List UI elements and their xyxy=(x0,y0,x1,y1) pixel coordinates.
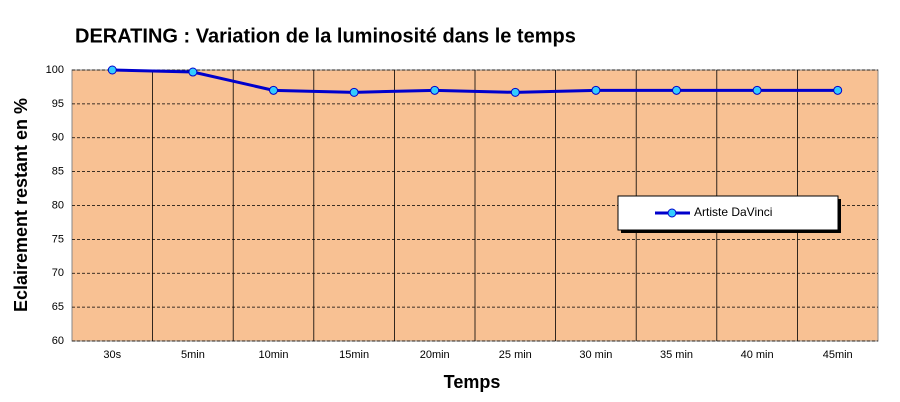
x-tick-label: 5min xyxy=(181,349,205,361)
x-axis-title: Temps xyxy=(444,372,501,392)
legend-box xyxy=(617,195,839,231)
x-tick-label: 30s xyxy=(103,349,121,361)
x-tick-label: 35 min xyxy=(660,349,693,361)
data-point xyxy=(349,87,359,97)
y-tick-label: 85 xyxy=(52,166,64,178)
y-tick-label: 90 xyxy=(52,132,64,144)
legend-label: Artiste DaVinci xyxy=(694,205,772,219)
series-line xyxy=(112,68,838,94)
data-point xyxy=(833,85,843,95)
data-point xyxy=(430,85,440,95)
y-tick-label: 60 xyxy=(52,335,64,347)
x-tick-label: 40 min xyxy=(741,349,774,361)
x-tick-label: 30 min xyxy=(579,349,612,361)
y-tick-label: 80 xyxy=(52,199,64,211)
data-point xyxy=(188,67,198,77)
data-point xyxy=(591,85,601,95)
x-tick-label: 45min xyxy=(823,349,853,361)
x-tick-label: 25 min xyxy=(499,349,532,361)
data-point xyxy=(672,85,681,95)
y-tick-label: 95 xyxy=(52,98,64,110)
data-point xyxy=(107,65,117,75)
y-tick-label: 70 xyxy=(52,267,64,279)
x-tick-label: 10min xyxy=(259,349,289,361)
y-tick-label: 100 xyxy=(46,64,64,76)
data-point xyxy=(752,85,762,95)
data-point xyxy=(510,87,520,97)
y-axis-title: Eclairement restant en % xyxy=(11,98,31,312)
x-tick-label: 15min xyxy=(339,349,369,361)
y-tick-label: 65 xyxy=(52,301,64,313)
y-tick-label: 75 xyxy=(52,233,64,245)
chart-title: DERATING : Variation de la luminosité da… xyxy=(75,25,576,47)
legend-marker xyxy=(667,208,677,218)
x-tick-label: 20min xyxy=(420,349,450,361)
data-point xyxy=(269,85,278,95)
